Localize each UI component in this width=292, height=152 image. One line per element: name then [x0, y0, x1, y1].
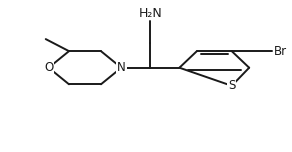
Text: O: O — [44, 61, 53, 74]
Text: H₂N: H₂N — [138, 7, 162, 19]
Text: N: N — [117, 61, 126, 74]
Text: S: S — [228, 79, 235, 92]
Text: Br: Br — [274, 45, 287, 58]
